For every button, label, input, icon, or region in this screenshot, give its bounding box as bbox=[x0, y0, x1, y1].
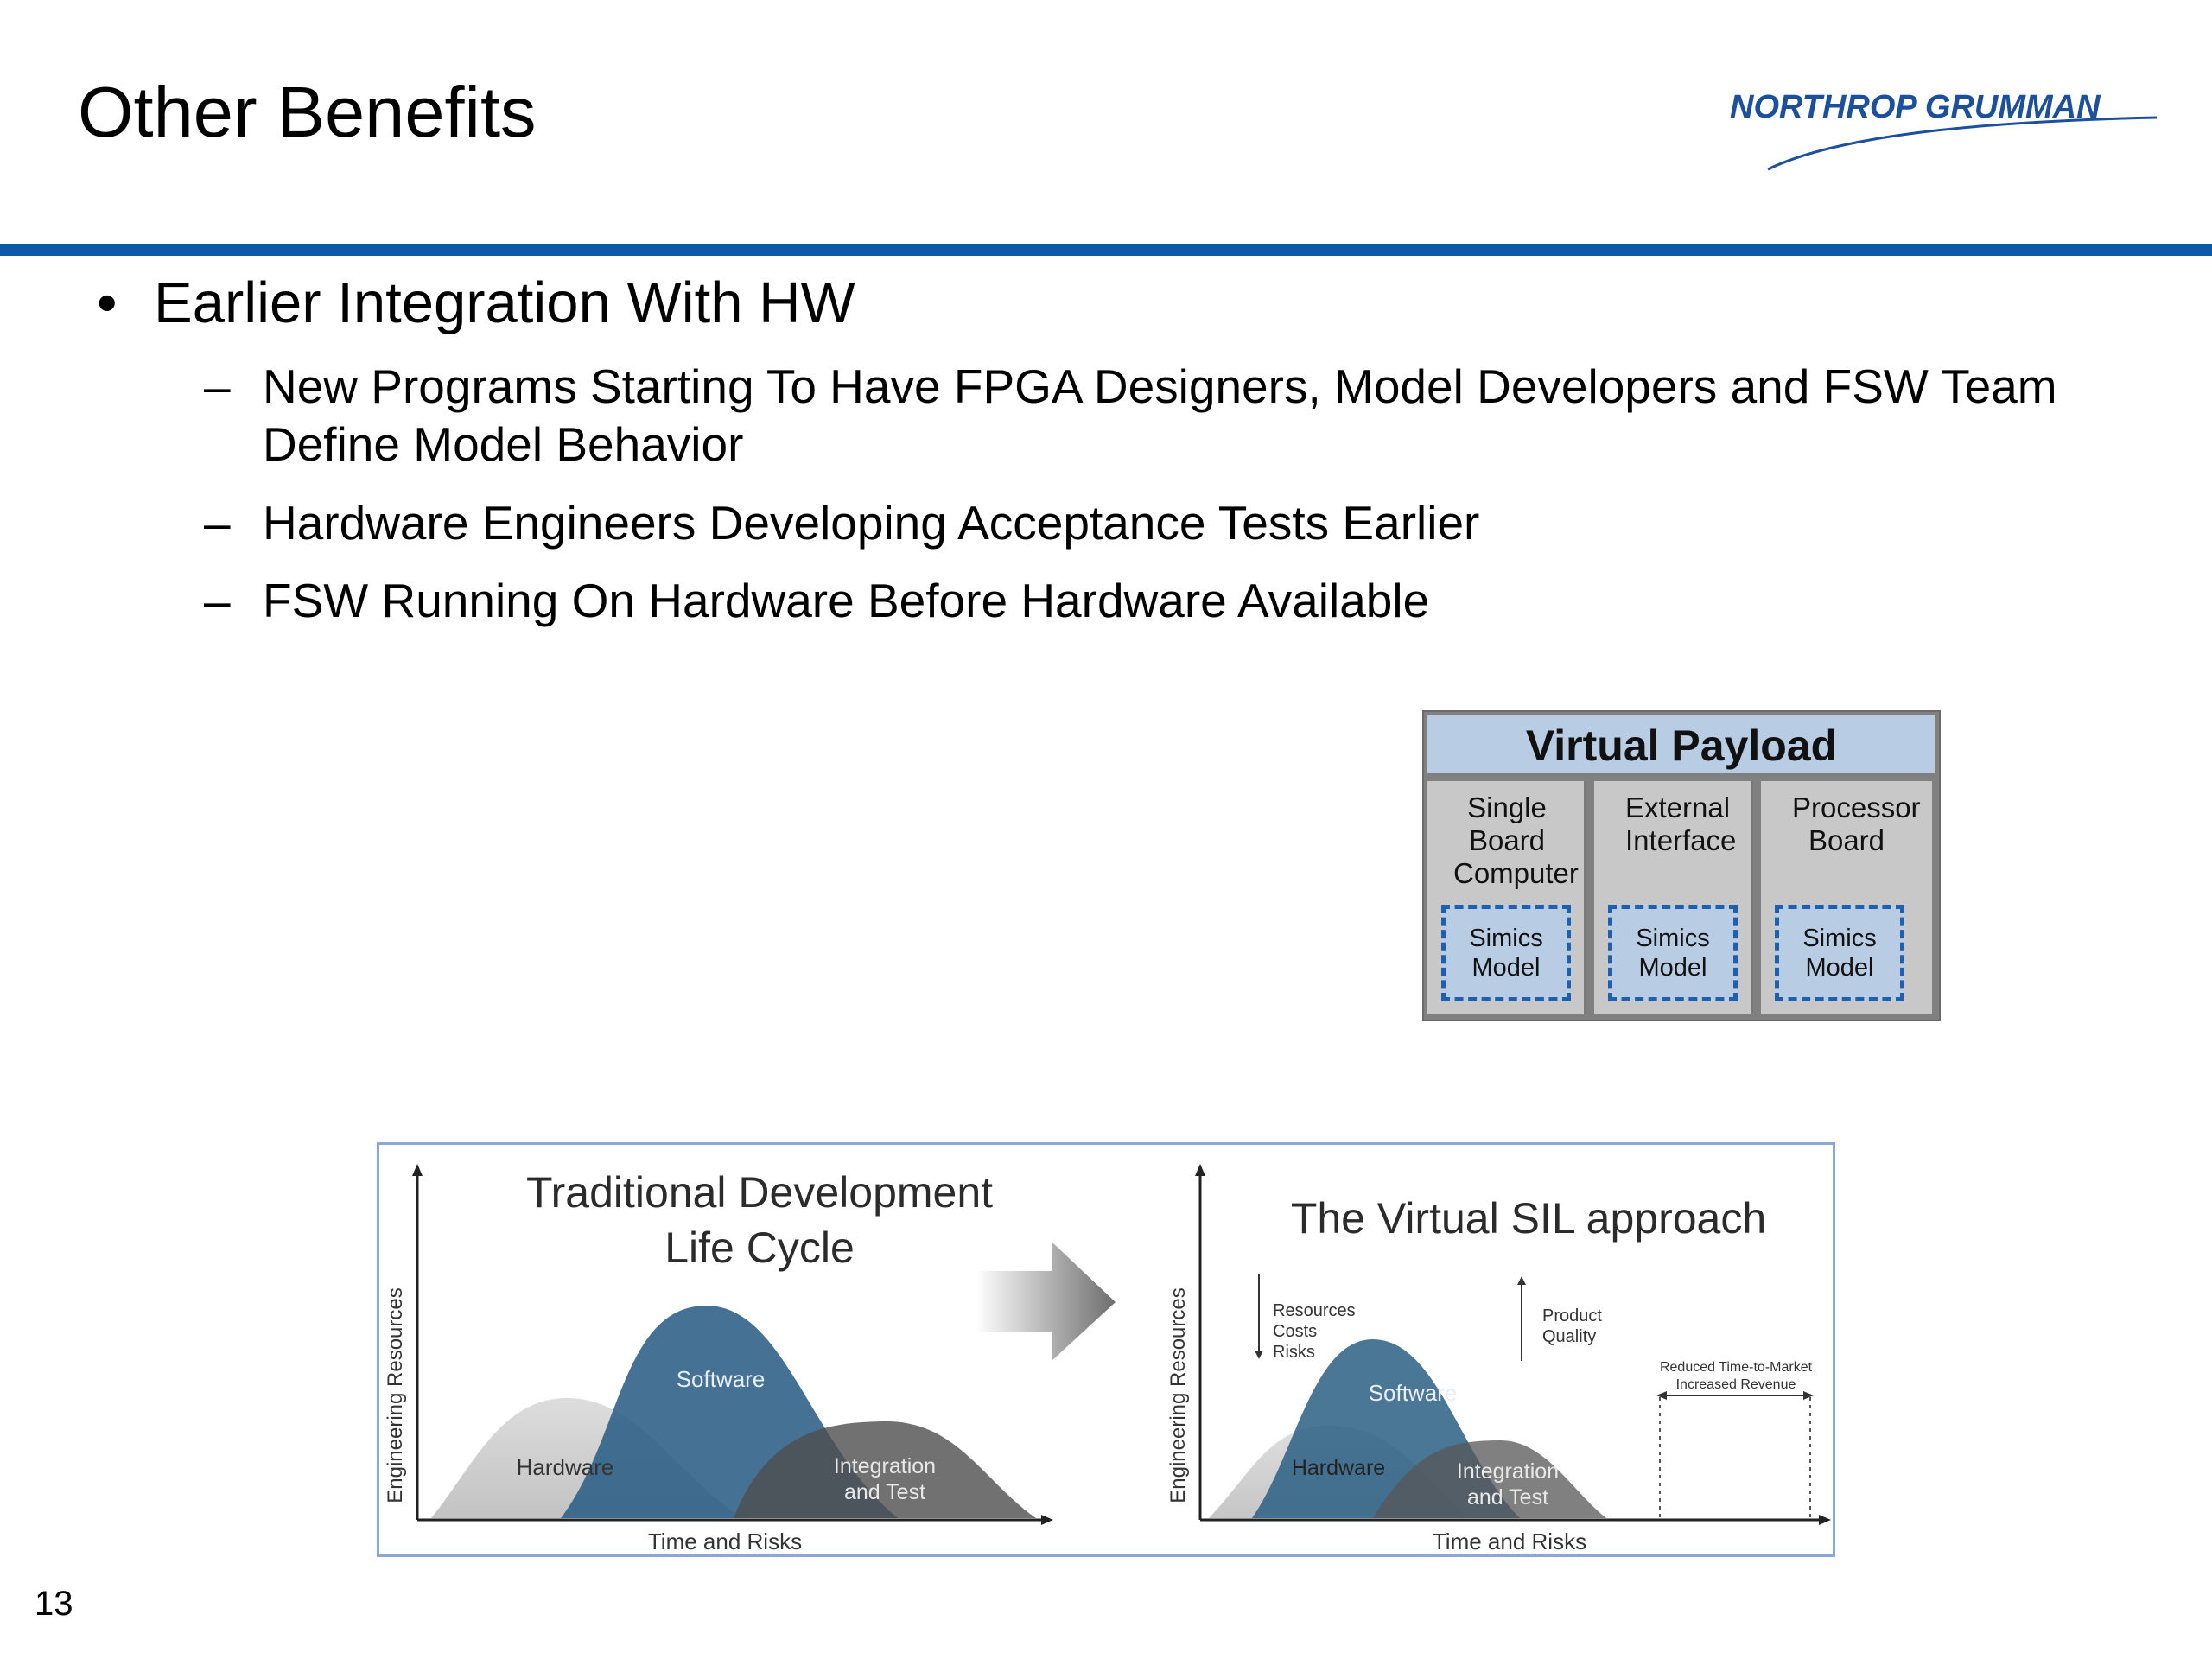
sub-bullet-text: New Programs Starting To Have FPGA Desig… bbox=[263, 359, 2057, 471]
down-note-line: Costs bbox=[1273, 1322, 1317, 1341]
y-axis-label: Engineering Resources bbox=[384, 1287, 407, 1503]
down-note-line: Risks bbox=[1273, 1343, 1315, 1362]
sub-bullet-marker: – bbox=[204, 496, 231, 550]
logo-graphic: NORTHROP GRUMMAN bbox=[1730, 89, 2158, 171]
down-arrow-head bbox=[1255, 1351, 1263, 1359]
y-axis-arrowhead bbox=[1195, 1164, 1205, 1176]
vp-column-processor-board: Processor Board Simics Model bbox=[1761, 781, 1932, 1014]
market-note-line1: Reduced Time-to-Market bbox=[1660, 1360, 1813, 1375]
sub-bullet-marker: – bbox=[204, 359, 231, 413]
simics-model-box: Simics Model bbox=[1775, 905, 1904, 1001]
market-note-line2: Increased Revenue bbox=[1676, 1377, 1796, 1392]
vp-column-label: Processor Board bbox=[1792, 791, 1921, 856]
vp-column-external-interface: External Interface Simics Model bbox=[1594, 781, 1753, 1014]
vp-column-label: Single Board Computer bbox=[1453, 791, 1579, 889]
lifecycle-graphic: Engineering Resources Time and Risks Har… bbox=[384, 1164, 1831, 1554]
northrop-grumman-logo: NORTHROP GRUMMAN bbox=[1725, 79, 2174, 175]
sub-bullet-text: FSW Running On Hardware Before Hardware … bbox=[263, 574, 1430, 627]
logo-swoosh bbox=[1767, 116, 2158, 171]
integration-label-line2: and Test bbox=[1467, 1485, 1548, 1510]
market-span-arrow-left bbox=[1656, 1391, 1667, 1400]
page-number: 13 bbox=[35, 1585, 73, 1623]
page-title: Other Benefits bbox=[78, 72, 537, 152]
x-axis-arrowhead bbox=[1041, 1515, 1053, 1525]
hardware-label: Hardware bbox=[1292, 1456, 1385, 1480]
simics-model-box: Simics Model bbox=[1441, 905, 1571, 1001]
integration-label-line1: Integration bbox=[1457, 1459, 1559, 1484]
x-axis-arrowhead bbox=[1819, 1515, 1831, 1525]
integration-curve bbox=[734, 1421, 1036, 1518]
up-note-line: Quality bbox=[1542, 1327, 1596, 1346]
logo-text: NORTHROP GRUMMAN bbox=[1730, 89, 2101, 125]
vp-column-label: External Interface bbox=[1625, 791, 1737, 856]
x-axis-label: Time and Risks bbox=[1433, 1529, 1586, 1554]
software-label: Software bbox=[677, 1366, 766, 1392]
traditional-title-line1: Traditional Development bbox=[526, 1168, 993, 1217]
y-axis-label: Engineering Resources bbox=[1166, 1287, 1190, 1503]
up-note-line: Product bbox=[1542, 1306, 1602, 1325]
x-axis-label: Time and Risks bbox=[648, 1529, 802, 1554]
virtual-sil-title: The Virtual SIL approach bbox=[1291, 1194, 1766, 1243]
simics-model-box: Simics Model bbox=[1608, 905, 1738, 1001]
software-label: Software bbox=[1369, 1380, 1458, 1406]
vp-column-single-board-computer: Single Board Computer Simics Model bbox=[1427, 781, 1586, 1014]
y-axis-arrowhead bbox=[412, 1164, 423, 1176]
header-rule bbox=[0, 244, 2212, 256]
transition-arrow bbox=[976, 1242, 1116, 1361]
integration-curve bbox=[1373, 1440, 1606, 1518]
bullet-marker: • bbox=[97, 270, 118, 335]
hardware-label: Hardware bbox=[517, 1454, 614, 1480]
up-arrow-head bbox=[1517, 1276, 1526, 1285]
integration-label-line1: Integration bbox=[834, 1454, 936, 1478]
traditional-title-line2: Life Cycle bbox=[664, 1224, 855, 1272]
lifecycle-comparison-diagram: Engineering Resources Time and Risks Har… bbox=[377, 1142, 1835, 1557]
down-note-line: Resources bbox=[1273, 1301, 1356, 1320]
sub-bullet-text: Hardware Engineers Developing Acceptance… bbox=[263, 496, 1480, 550]
virtual-sil-panel: Engineering Resources Time and Risks Har… bbox=[1166, 1164, 1831, 1554]
market-span-arrow-right bbox=[1803, 1391, 1814, 1400]
sub-bullet-marker: – bbox=[204, 574, 231, 627]
traditional-lifecycle-panel: Engineering Resources Time and Risks Har… bbox=[384, 1164, 1053, 1554]
virtual-payload-diagram: Virtual Payload Single Board Computer Si… bbox=[1422, 710, 1941, 1021]
virtual-payload-title: Virtual Payload bbox=[1427, 715, 1936, 776]
integration-label-line2: and Test bbox=[844, 1480, 925, 1504]
bullet-text: Earlier Integration With HW bbox=[154, 270, 855, 335]
